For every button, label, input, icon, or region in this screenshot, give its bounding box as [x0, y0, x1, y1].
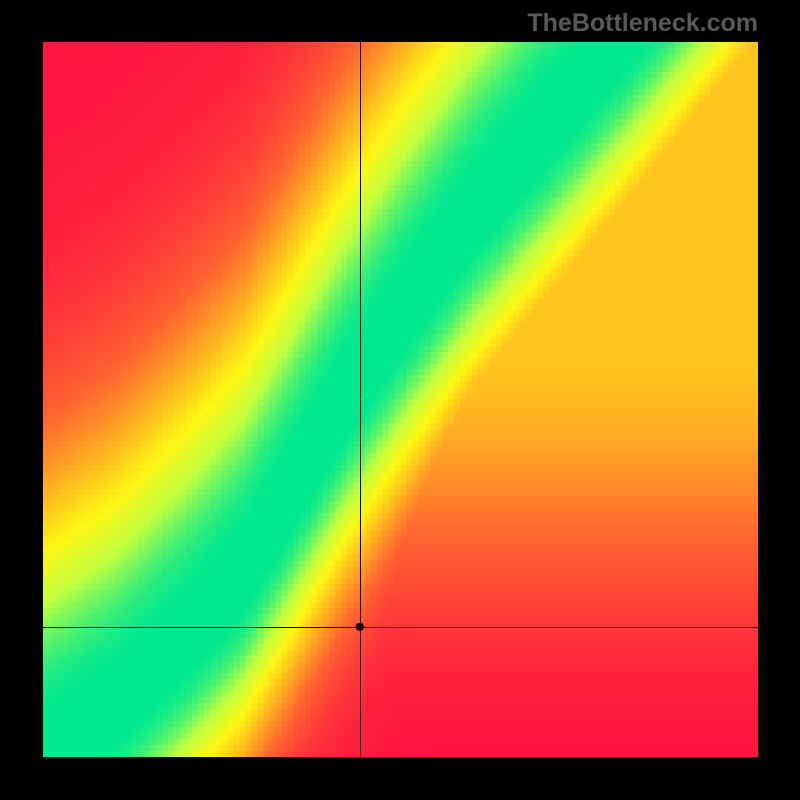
chart-container: TheBottleneck.com [0, 0, 800, 800]
crosshair-overlay [43, 42, 758, 757]
watermark-text: TheBottleneck.com [527, 9, 758, 38]
